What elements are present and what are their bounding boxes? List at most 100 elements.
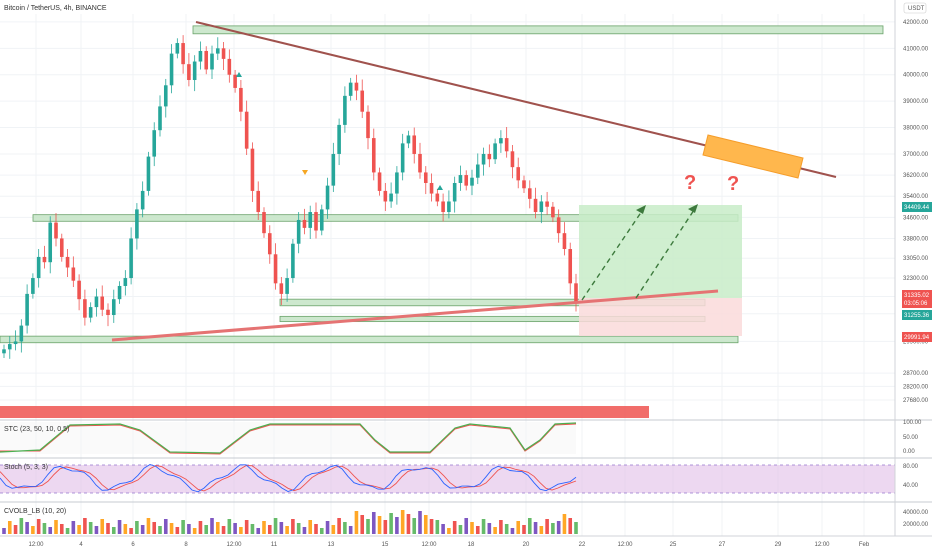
candle-body bbox=[481, 153, 486, 165]
price-axis[interactable]: 42000.00 41000.00 40000.00 39000.00 38000.00… bbox=[894, 0, 929, 536]
candle-body bbox=[244, 111, 249, 149]
candle-body bbox=[400, 143, 405, 173]
cvol-bar bbox=[291, 519, 295, 534]
cvol-bar bbox=[522, 525, 526, 534]
projection-arrow-1-head bbox=[636, 205, 646, 214]
candle-body bbox=[325, 185, 330, 210]
candle-body bbox=[169, 53, 174, 86]
candle-body bbox=[487, 153, 492, 160]
cvol-bar bbox=[481, 519, 486, 534]
candle-body bbox=[447, 201, 451, 213]
cvol-bar bbox=[331, 525, 336, 534]
time-tick-label: 15 bbox=[382, 542, 389, 548]
candle-body bbox=[83, 299, 87, 318]
cvol-bar bbox=[36, 519, 41, 534]
cvol-bar bbox=[267, 525, 272, 534]
cvol-bar bbox=[88, 522, 93, 534]
candle-body bbox=[233, 74, 237, 88]
candle-body bbox=[539, 201, 544, 213]
price-zone[interactable] bbox=[0, 335, 739, 344]
support-trendline[interactable] bbox=[111, 289, 719, 342]
cvol-bar bbox=[221, 526, 226, 534]
cvol-bar bbox=[239, 527, 243, 534]
cvol-bar bbox=[383, 520, 388, 534]
cvol-bar bbox=[54, 520, 58, 534]
candle-body bbox=[464, 175, 469, 186]
candle-body bbox=[493, 143, 497, 160]
price-label-bg bbox=[902, 202, 932, 212]
candle-body bbox=[2, 349, 6, 354]
signal-marker-up-2 bbox=[437, 185, 443, 190]
projection-arrow-1[interactable] bbox=[581, 207, 645, 301]
time-axis[interactable]: 12:00 4 6 8 12:00 11 13 15 12:00 18 20 22 12:00 25 27 2… bbox=[0, 535, 932, 548]
candle-body bbox=[418, 153, 422, 173]
currency-badge: USDT bbox=[908, 6, 925, 12]
candle-body bbox=[181, 43, 185, 65]
price-tick-label: 29900.00 bbox=[903, 339, 929, 345]
candle-body bbox=[522, 180, 526, 189]
price-label-bg bbox=[902, 290, 932, 300]
cvol-bar bbox=[539, 526, 544, 534]
cvol-bar bbox=[470, 522, 474, 534]
candle-body bbox=[458, 175, 463, 183]
candle-body bbox=[273, 254, 278, 284]
support-resistance-zones bbox=[0, 25, 884, 344]
cvol-bar bbox=[441, 524, 445, 534]
cvol-bar bbox=[499, 520, 503, 534]
candle-body bbox=[158, 106, 162, 131]
price-tick-label: 38000.00 bbox=[903, 126, 929, 132]
cvol-bar bbox=[227, 519, 232, 534]
cvol-bar bbox=[447, 528, 451, 534]
cvol-tick-label: 40000.00 bbox=[903, 510, 929, 516]
cvol-bar bbox=[504, 524, 509, 534]
price-tick-label: 40000.00 bbox=[903, 73, 929, 79]
time-tick-label: 12:00 bbox=[226, 542, 242, 548]
cvol-bar bbox=[233, 523, 237, 534]
candle-body bbox=[337, 124, 341, 154]
cvol-bar bbox=[296, 523, 301, 534]
long-position-tool[interactable] bbox=[579, 205, 742, 336]
target-box[interactable] bbox=[702, 134, 804, 179]
candle-body bbox=[88, 307, 93, 318]
cvol-bar bbox=[152, 522, 157, 534]
candle-body bbox=[452, 182, 457, 202]
long-loss-zone[interactable] bbox=[579, 298, 742, 336]
time-tick-label: 18 bbox=[468, 542, 475, 548]
candle-body bbox=[77, 280, 81, 300]
cvol-bar bbox=[2, 528, 6, 534]
cvol-bar bbox=[279, 522, 284, 534]
candle-body bbox=[250, 148, 255, 191]
candle-body bbox=[556, 217, 561, 234]
price-labels: 34409.44 31335.02 03:05:06 31255.36 29991.94 bbox=[902, 202, 932, 342]
projection-arrow-2[interactable] bbox=[635, 206, 697, 299]
candle-body bbox=[366, 111, 370, 139]
stoch-title: Stoch (5, 3, 3) bbox=[4, 464, 48, 471]
long-profit-zone[interactable] bbox=[579, 205, 742, 298]
price-tick-label: 33800.00 bbox=[903, 236, 929, 242]
cvol-bar bbox=[366, 519, 370, 534]
price-zone[interactable] bbox=[192, 25, 884, 35]
cvol-bar bbox=[262, 521, 266, 534]
price-label-bg bbox=[902, 298, 932, 308]
candle-body bbox=[256, 190, 261, 213]
cvol-bar bbox=[493, 527, 497, 534]
cvol-bar bbox=[94, 526, 99, 534]
time-tick-label: 25 bbox=[670, 542, 677, 548]
price-label: 31255.36 bbox=[904, 313, 930, 319]
price-label: 03:05:06 bbox=[904, 301, 928, 307]
cvol-bar bbox=[556, 521, 561, 534]
trend-lines[interactable] bbox=[111, 21, 837, 342]
candle-body bbox=[135, 209, 139, 239]
grid bbox=[0, 14, 932, 536]
candle-body bbox=[163, 85, 168, 107]
candle-body bbox=[285, 278, 289, 294]
time-tick-label: 12:00 bbox=[28, 542, 44, 548]
candle-body bbox=[48, 222, 53, 263]
candle-body bbox=[187, 64, 191, 81]
cvol-bar bbox=[348, 526, 353, 534]
candle-body bbox=[117, 285, 122, 300]
candle-body bbox=[25, 293, 29, 326]
candle-body bbox=[412, 135, 417, 154]
